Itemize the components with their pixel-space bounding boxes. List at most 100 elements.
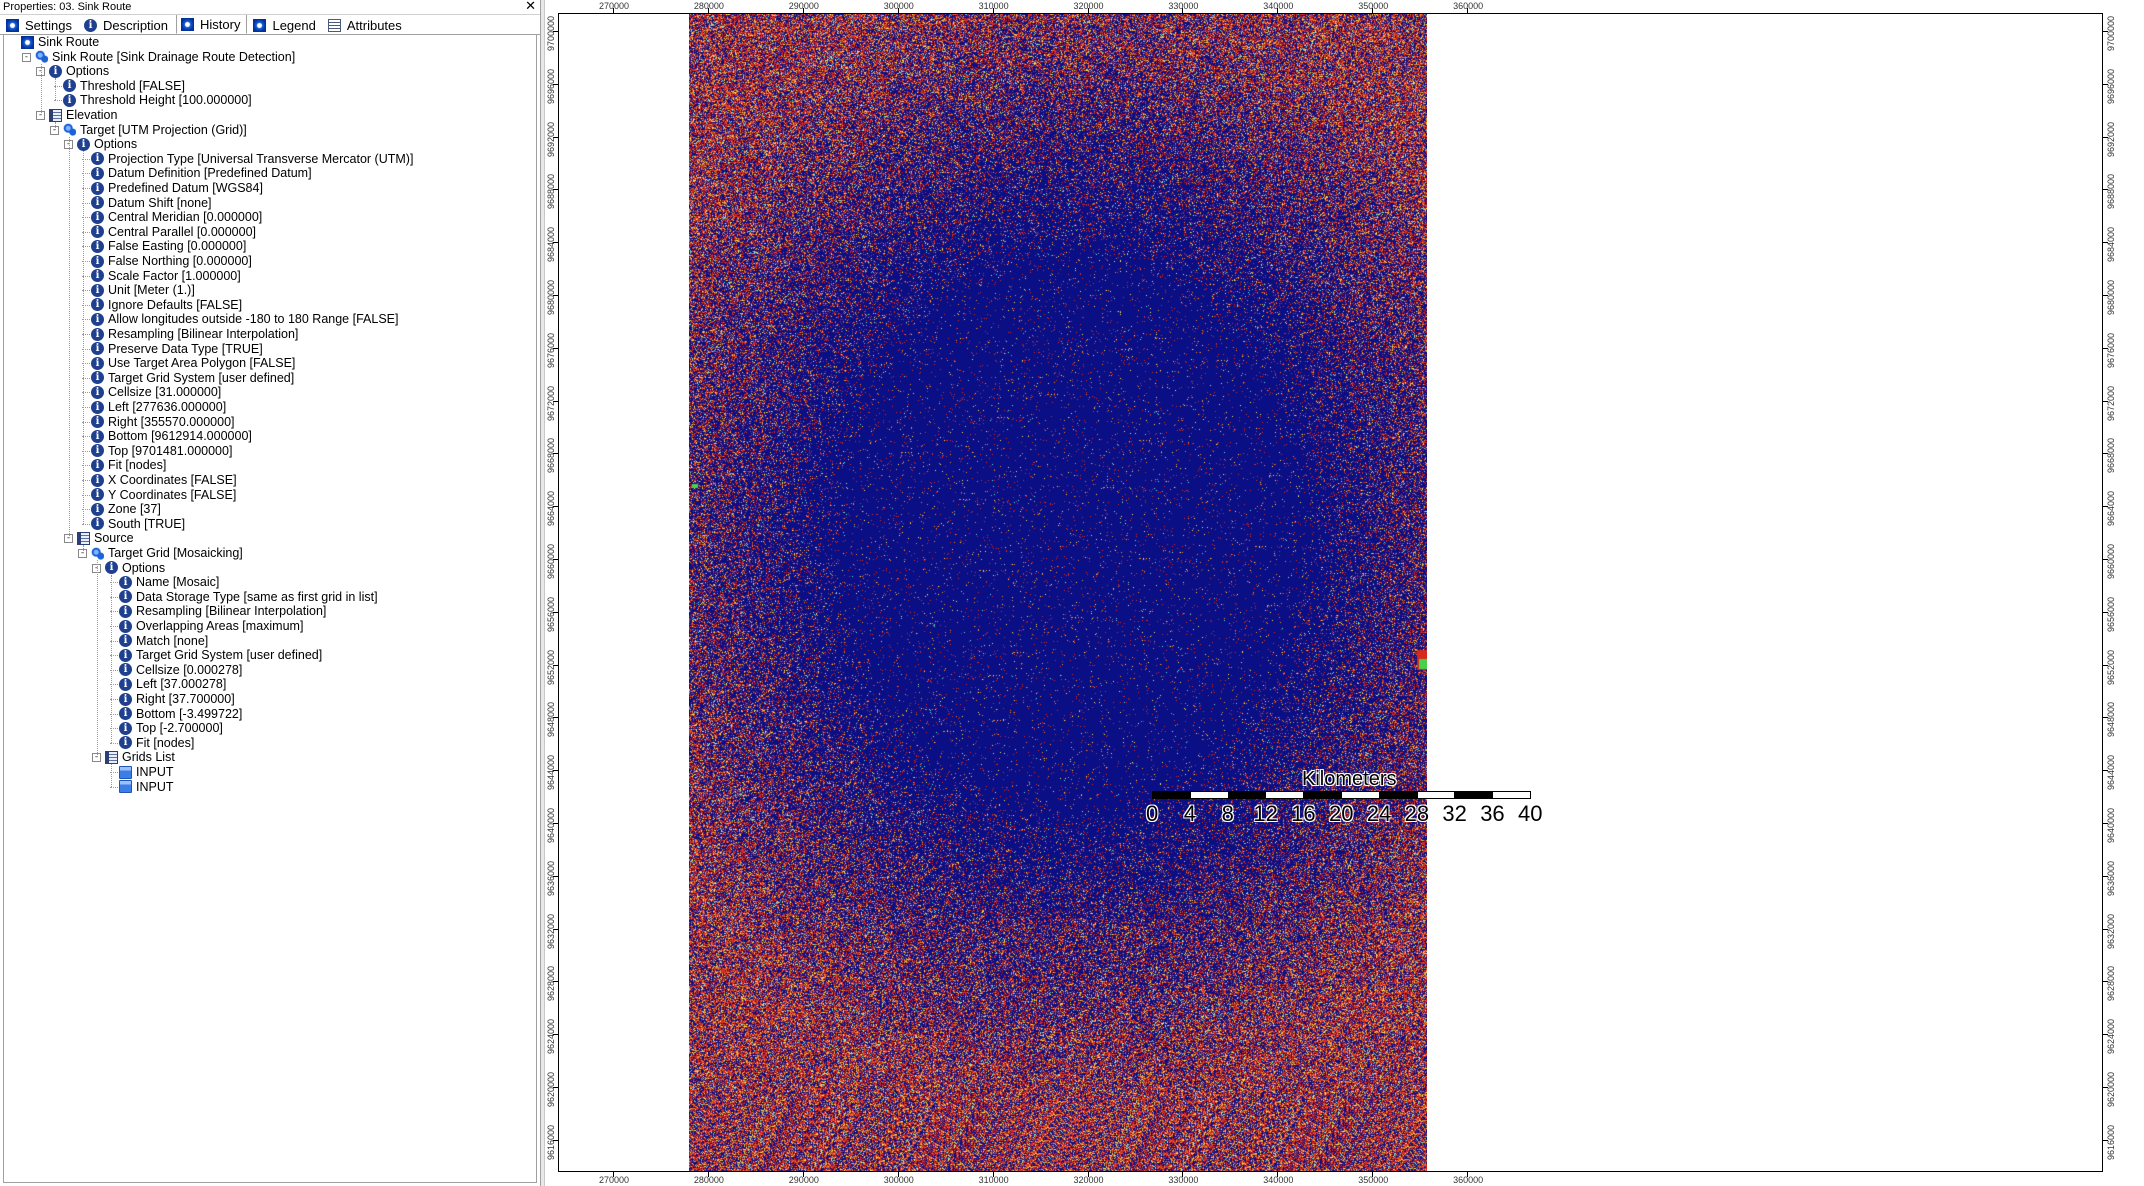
sink-route-raster[interactable] [689, 14, 1427, 1172]
tree-node-label: Left [277636.000000] [108, 400, 226, 414]
tree-node[interactable]: Target Grid [Mosaicking] [91, 546, 243, 560]
info-icon: i [105, 561, 118, 574]
tab-history[interactable]: History [176, 14, 247, 34]
info-icon: i [91, 474, 104, 487]
tree-node-label: Top [9701481.000000] [108, 444, 232, 458]
tree-connector [83, 151, 84, 524]
scale-bar: Kilometers 0 4 8 12 16 20 24 28 32 36 40 [1152, 768, 1552, 828]
tree-node[interactable]: Target [UTM Projection (Grid)] [63, 123, 247, 137]
tree-node[interactable]: i Bottom [-3.499722] [119, 707, 242, 721]
tree-node[interactable]: i Fit [nodes] [91, 458, 166, 472]
tree-node[interactable]: i Ignore Defaults [FALSE] [91, 298, 242, 312]
tree-node[interactable]: i Cellsize [31.000000] [91, 385, 221, 399]
info-icon: i [91, 269, 104, 282]
tree-node[interactable]: i Target Grid System [user defined] [91, 371, 294, 385]
tree-node[interactable]: i Use Target Area Polygon [FALSE] [91, 356, 295, 370]
tree-node[interactable]: i Threshold [FALSE] [63, 79, 185, 93]
scale-bar-title: Kilometers [1302, 768, 1396, 791]
y-axis-tick-label: 9656000 [546, 597, 556, 632]
tab-attributes[interactable]: Attributes [324, 16, 408, 34]
tree-node[interactable]: i Central Meridian [0.000000] [91, 210, 262, 224]
tree-node[interactable]: i Bottom [9612914.000000] [91, 429, 252, 443]
tree-node[interactable]: i Options [77, 137, 137, 151]
tree-node[interactable]: i Predefined Datum [WGS84] [91, 181, 263, 195]
tree-node[interactable]: i Fit [nodes] [119, 736, 194, 750]
tree-node-label: Left [37.000278] [136, 677, 226, 691]
y-axis-tick-label: 9636000 [546, 861, 556, 896]
tree-node-label: Options [94, 137, 137, 151]
tree-node[interactable]: i Datum Definition [Predefined Datum] [91, 166, 312, 180]
x-axis-tick-label: 270000 [599, 1175, 629, 1185]
tree-node-label: Projection Type [Universal Transverse Me… [108, 152, 413, 166]
tree-node[interactable]: i Central Parallel [0.000000] [91, 225, 256, 239]
tree-connector [41, 64, 42, 115]
scale-bar-segment [1228, 791, 1267, 799]
tree-node[interactable]: i South [TRUE] [91, 517, 185, 531]
tree-node[interactable]: i Y Coordinates [FALSE] [91, 488, 236, 502]
tree-node[interactable]: i X Coordinates [FALSE] [91, 473, 237, 487]
tree-connector [97, 560, 98, 757]
tree-node[interactable]: i False Northing [0.000000] [91, 254, 252, 268]
grid-icon [49, 109, 62, 122]
y-axis-tick-label: 9640000 [2106, 808, 2116, 843]
x-axis-tick-label: 310000 [979, 1, 1009, 11]
tree-node[interactable]: i Scale Factor [1.000000] [91, 269, 241, 283]
window-title-bar: Properties: 03. Sink Route ✕ [0, 0, 540, 15]
tree-node[interactable]: i False Easting [0.000000] [91, 239, 246, 253]
tree-node-label: Target Grid System [user defined] [136, 648, 322, 662]
tree-node[interactable]: i Threshold Height [100.000000] [63, 93, 252, 107]
map-view[interactable]: Kilometers 0 4 8 12 16 20 24 28 32 36 40 270000 270… [545, 0, 2144, 1186]
tree-node[interactable]: i Right [37.700000] [119, 692, 235, 706]
tree-node[interactable]: i Projection Type [Universal Transverse M… [91, 152, 413, 166]
tree-node-label: Fit [nodes] [136, 736, 194, 750]
tree-node[interactable]: i Overlapping Areas [maximum] [119, 619, 303, 633]
tree-node[interactable]: i Datum Shift [none] [91, 196, 212, 210]
tab-label: History [200, 17, 240, 32]
tree-node[interactable]: Sink Route [21, 35, 99, 49]
collapse-toggle[interactable]: - [22, 53, 31, 62]
tree-node[interactable]: i Left [277636.000000] [91, 400, 226, 414]
tree-node-label: Elevation [66, 108, 117, 122]
history-tree[interactable]: Sink Route Sink Route [Sink Drainage Rout… [3, 34, 537, 1183]
tree-node[interactable]: i Preserve Data Type [TRUE] [91, 342, 263, 356]
tree-node[interactable]: i Top [-2.700000] [119, 721, 223, 735]
map-frame[interactable] [558, 13, 2103, 1172]
tree-node[interactable]: Source [77, 531, 134, 545]
tree-node[interactable]: i Right [355570.000000] [91, 415, 235, 429]
close-button[interactable]: ✕ [525, 0, 536, 13]
tree-node[interactable]: i Resampling [Bilinear Interpolation] [119, 604, 326, 618]
tab-description[interactable]: i Description [80, 16, 174, 34]
tree-node[interactable]: i Data Storage Type [same as first grid i… [119, 590, 378, 604]
tree-node[interactable]: i Left [37.000278] [119, 677, 226, 691]
tree-connector [55, 122, 56, 130]
properties-panel: Properties: 03. Sink Route ✕ Settings i … [0, 0, 541, 1186]
tree-node[interactable]: Sink Route [Sink Drainage Route Detectio… [35, 50, 295, 64]
tree-node-label: Central Parallel [0.000000] [108, 225, 256, 239]
scale-bar-segment [1341, 791, 1380, 799]
sink-route-icon [21, 36, 34, 49]
tree-node-label: Fit [nodes] [108, 458, 166, 472]
tree-node[interactable]: i Options [49, 64, 109, 78]
tab-settings[interactable]: Settings [2, 16, 78, 34]
tree-node[interactable]: i Top [9701481.000000] [91, 444, 232, 458]
tree-node-label: Overlapping Areas [maximum] [136, 619, 303, 633]
tree-node[interactable]: Grids List [105, 750, 175, 764]
tree-node[interactable]: Elevation [49, 108, 117, 122]
tree-node[interactable]: INPUT [119, 765, 174, 779]
tree-node[interactable]: i Allow longitudes outside -180 to 180 Ra… [91, 312, 398, 326]
tree-node[interactable]: i Match [none] [119, 634, 208, 648]
tree-connector [83, 545, 84, 553]
tree-node[interactable]: i Name [Mosaic] [119, 575, 219, 589]
tree-node[interactable]: i Cellsize [0.000278] [119, 663, 242, 677]
tree-node-label: Right [37.700000] [136, 692, 235, 706]
scale-bar-label: 20 [1329, 801, 1353, 827]
tree-node[interactable]: i Options [105, 561, 165, 575]
tree-node[interactable]: i Unit [Meter (1.)] [91, 283, 195, 297]
tree-node[interactable]: INPUT [119, 780, 174, 794]
y-axis-tick-label: 9688000 [546, 174, 556, 209]
tree-node[interactable]: i Target Grid System [user defined] [119, 648, 322, 662]
tree-node[interactable]: i Resampling [Bilinear Interpolation] [91, 327, 298, 341]
info-icon: i [119, 620, 132, 633]
tab-legend[interactable]: Legend [249, 16, 321, 34]
tree-node[interactable]: i Zone [37] [91, 502, 161, 516]
